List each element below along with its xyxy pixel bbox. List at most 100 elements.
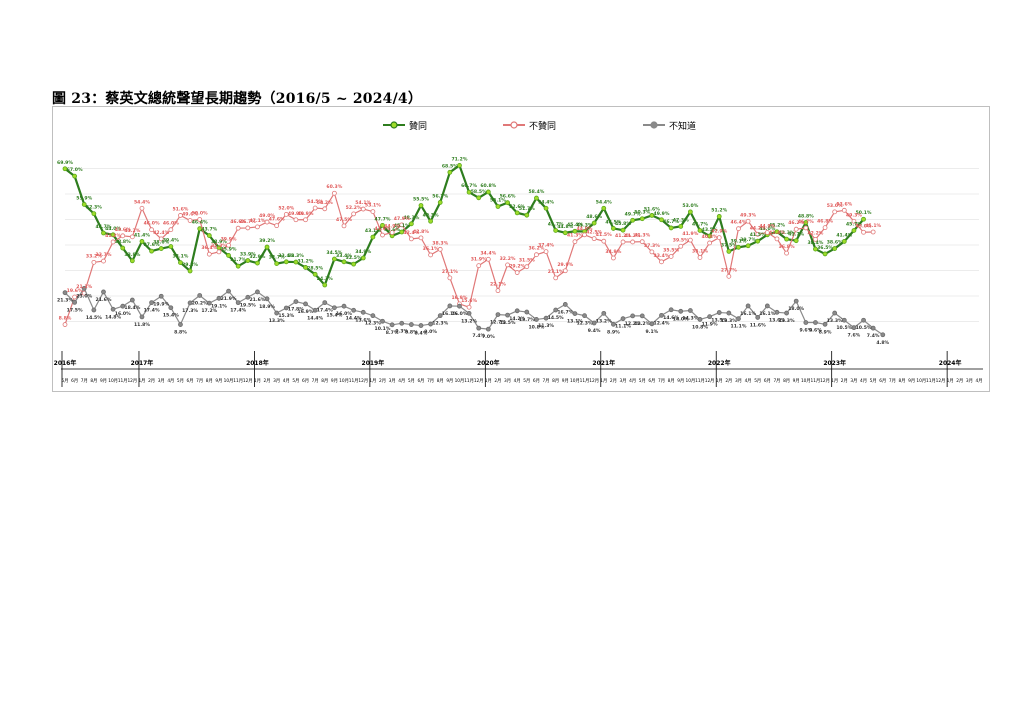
data-label: 49.3% xyxy=(846,212,862,218)
data-label: 13.5% xyxy=(711,318,727,324)
data-label: 39.9% xyxy=(221,236,237,242)
data-label: 50.0% xyxy=(192,211,208,217)
legend-swatch-marker xyxy=(390,121,398,129)
data-label: 41.5% xyxy=(750,232,766,238)
month-tick-label: 5月 xyxy=(754,378,761,384)
data-label: 4.8% xyxy=(876,340,889,346)
data-label: 11.9% xyxy=(702,322,718,328)
data-label: 60.3% xyxy=(326,184,342,190)
data-label: 33.8% xyxy=(124,252,140,258)
data-label: 53.0% xyxy=(827,203,843,209)
figure-title: 圖 23：蔡英文總統聲望長期趨勢（2016/5 ~ 2024/4） xyxy=(52,91,423,107)
data-label: 53.6% xyxy=(836,201,852,207)
data-label: 41.2% xyxy=(615,233,631,239)
data-point xyxy=(861,317,866,323)
data-label: 32.7% xyxy=(269,255,285,261)
data-label: 32.5% xyxy=(346,255,362,261)
data-point xyxy=(120,245,126,251)
data-label: 41.4% xyxy=(134,232,150,238)
data-point xyxy=(524,212,530,218)
data-point xyxy=(351,261,357,267)
data-point xyxy=(466,189,472,195)
data-label: 12.3% xyxy=(432,321,448,327)
data-label: 39.4% xyxy=(163,238,179,244)
month-tick-label: 8月 xyxy=(668,378,675,384)
approval-trend-chart: 贊同 不贊同 不知道 69.9% 67.0% 55.9% 52.3% 44.7% 44.0% 3… xyxy=(52,106,990,392)
data-point xyxy=(380,222,385,228)
data-point xyxy=(870,229,876,235)
data-label: 33.4% xyxy=(336,253,352,259)
month-tick-label: 5月 xyxy=(639,378,646,384)
data-point xyxy=(591,220,597,226)
data-label: 9.4% xyxy=(588,328,601,334)
data-label: 11.6% xyxy=(750,322,766,328)
month-tick-label: 6月 xyxy=(302,378,309,384)
data-label: 13.3% xyxy=(779,318,795,324)
data-label: 19.5% xyxy=(240,302,256,308)
month-tick-label: 9月 xyxy=(793,378,800,384)
data-point xyxy=(524,264,530,270)
data-label: 43.5% xyxy=(702,227,718,233)
data-point xyxy=(514,210,520,216)
data-label: 16.1% xyxy=(442,311,458,317)
data-point xyxy=(293,259,299,265)
data-label: 33.3% xyxy=(288,253,304,259)
data-label: 36.8% xyxy=(779,244,795,250)
data-point xyxy=(611,226,616,231)
data-point xyxy=(255,260,260,266)
data-point xyxy=(707,240,713,246)
month-tick-label: 4月 xyxy=(283,378,290,384)
data-label: 47.7% xyxy=(375,216,391,222)
data-point xyxy=(620,239,626,245)
data-label: 48.6% xyxy=(586,214,602,220)
data-point xyxy=(514,270,520,275)
month-tick-label: 11月 xyxy=(695,378,705,384)
data-label: 12.3% xyxy=(365,321,381,327)
data-point xyxy=(303,217,308,223)
data-label: 48.8% xyxy=(798,214,814,220)
data-point xyxy=(505,200,510,206)
data-label: 56.7% xyxy=(432,193,448,199)
month-tick-label: 8月 xyxy=(206,378,213,384)
month-tick-label: 8月 xyxy=(552,378,559,384)
series-lines xyxy=(62,163,886,338)
data-label: 16.9% xyxy=(298,309,314,315)
data-point xyxy=(457,303,462,309)
data-label: 28.5% xyxy=(307,265,323,271)
data-label: 29.9% xyxy=(557,262,573,268)
data-label: 38.3% xyxy=(432,240,448,246)
data-label: 44.9% xyxy=(759,224,775,230)
data-label: 54.1% xyxy=(355,200,371,206)
data-point xyxy=(274,261,280,267)
data-point xyxy=(206,251,212,257)
data-point xyxy=(601,310,607,316)
data-label: 33.1% xyxy=(172,254,188,260)
data-point xyxy=(197,217,203,222)
data-point xyxy=(360,255,366,261)
data-point xyxy=(408,221,414,227)
data-point xyxy=(437,313,443,319)
data-label: 14.4% xyxy=(346,315,362,321)
data-label: 8.8% xyxy=(174,330,187,336)
data-label: 12.4% xyxy=(654,320,670,326)
data-label: 52.2% xyxy=(346,205,362,211)
data-label: 47.6% xyxy=(269,217,285,223)
data-point xyxy=(101,289,106,295)
data-point xyxy=(139,314,145,320)
data-label: 47.1% xyxy=(249,218,265,224)
data-point xyxy=(668,225,674,231)
data-point xyxy=(745,218,751,224)
data-label: 55.1% xyxy=(490,197,506,203)
data-point xyxy=(726,310,732,316)
data-point xyxy=(418,235,424,241)
data-point xyxy=(822,225,828,231)
data-point xyxy=(437,200,443,205)
data-label: 14.0% xyxy=(673,316,689,322)
data-label: 14.2% xyxy=(509,316,525,322)
data-label: 16.7% xyxy=(557,309,573,315)
data-point xyxy=(572,239,578,245)
data-point xyxy=(380,318,385,324)
data-label: 19.9% xyxy=(153,301,169,307)
data-label: 42.5% xyxy=(586,230,602,236)
data-point xyxy=(880,332,886,338)
